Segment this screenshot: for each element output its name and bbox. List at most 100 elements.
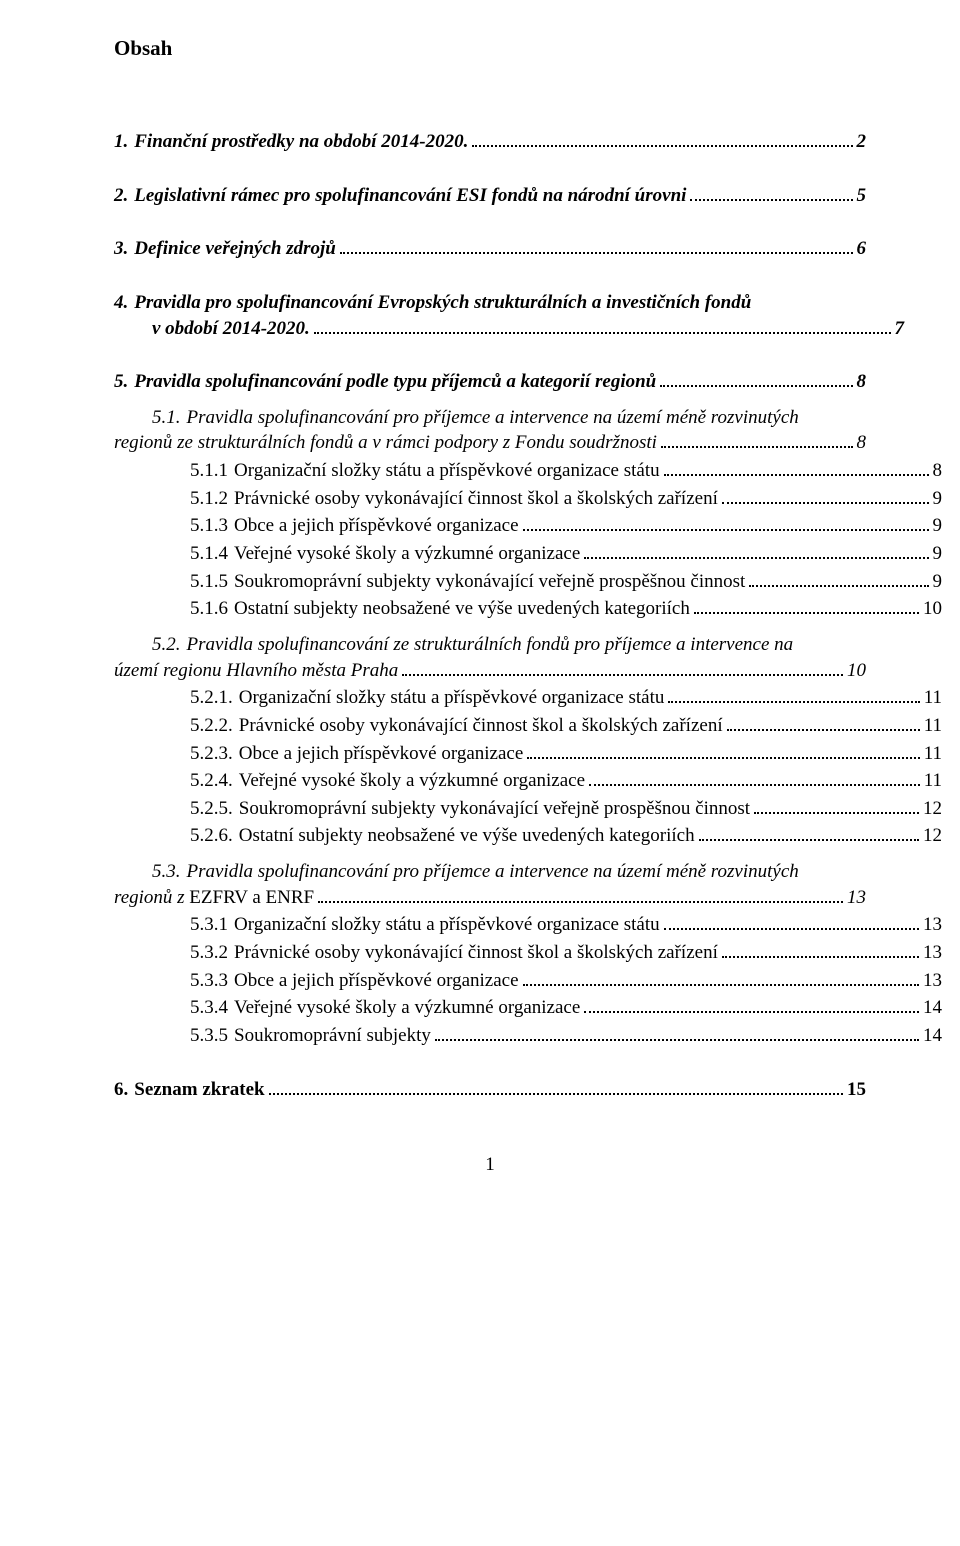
toc-number: 4.	[114, 290, 128, 316]
toc-entry[interactable]: 3.Definice veřejných zdrojů6	[114, 236, 866, 262]
toc-leader-dots	[749, 572, 928, 586]
toc-label-line1: Pravidla spolufinancování ze strukturáln…	[181, 632, 867, 658]
toc-entry[interactable]: 5.1.6Ostatní subjekty neobsažené ve výše…	[114, 596, 942, 622]
toc-label-line2-prefix: regionů z	[114, 887, 189, 908]
toc-label: Právnické osoby vykonávající činnost ško…	[228, 940, 718, 966]
toc-number: 5.1.6	[190, 596, 228, 622]
toc-label: Obce a jejich příspěvkové organizace	[228, 513, 519, 539]
toc-leader-dots	[722, 489, 929, 503]
toc-leader-dots	[269, 1080, 843, 1094]
toc-entry[interactable]: 5.1.1Organizační složky státu a příspěvk…	[114, 458, 942, 484]
toc-number: 5.2.3.	[190, 741, 233, 767]
toc-number: 5.2.5.	[190, 796, 233, 822]
toc-leader-dots	[318, 888, 843, 902]
toc-entry-continued[interactable]: v období 2014-2020.7	[114, 316, 904, 342]
toc-label: Veřejné vysoké školy a výzkumné organiza…	[228, 541, 580, 567]
toc-gap	[114, 208, 866, 236]
toc-label: Seznam zkratek	[128, 1077, 264, 1103]
toc-entry[interactable]: 1.Finanční prostředky na období 2014-202…	[114, 129, 866, 155]
toc-label: Soukromoprávní subjekty vykonávající veř…	[233, 796, 750, 822]
toc-label: Ostatní subjekty neobsažené ve výše uved…	[233, 823, 695, 849]
toc-number: 5.1.	[152, 405, 181, 431]
toc-entry[interactable]: 5.1.3Obce a jejich příspěvkové organizac…	[114, 513, 942, 539]
toc-page: 5	[857, 183, 867, 209]
toc-entry[interactable]: 6.Seznam zkratek15	[114, 1077, 866, 1103]
toc-entry-continued[interactable]: regionů ze strukturálních fondů a v rámc…	[114, 430, 866, 456]
toc-entry[interactable]: 5.1.4Veřejné vysoké školy a výzkumné org…	[114, 541, 942, 567]
toc-page: 11	[924, 768, 942, 794]
toc-label-line1: Pravidla spolufinancování pro příjemce a…	[181, 405, 867, 431]
toc-label: Definice veřejných zdrojů	[128, 236, 336, 262]
toc-leader-dots	[690, 186, 852, 200]
toc-entry[interactable]: 5.2.4.Veřejné vysoké školy a výzkumné or…	[114, 768, 942, 794]
toc-label: Pravidla spolufinancování podle typu pří…	[128, 369, 656, 395]
toc-page: 11	[924, 685, 942, 711]
toc-entry[interactable]: 5.3.5Soukromoprávní subjekty14	[114, 1023, 942, 1049]
toc-entry[interactable]: 5.3.3Obce a jejich příspěvkové organizac…	[114, 968, 942, 994]
toc-page: 13	[923, 912, 942, 938]
toc-gap	[114, 1049, 866, 1077]
toc-label-line2: regionů ze strukturálních fondů a v rámc…	[114, 430, 657, 456]
toc-leader-dots	[754, 799, 919, 813]
toc-number: 5.1.4	[190, 541, 228, 567]
toc-entry[interactable]: 5.3.1Organizační složky státu a příspěvk…	[114, 912, 942, 938]
toc-number: 3.	[114, 236, 128, 262]
toc-gap	[114, 101, 866, 129]
toc-label: Organizační složky státu a příspěvkové o…	[228, 912, 660, 938]
toc-leader-dots	[435, 1027, 919, 1041]
toc-number: 1.	[114, 129, 128, 155]
toc-leader-dots	[527, 744, 919, 758]
toc-entry[interactable]: 4.Pravidla pro spolufinancování Evropský…	[114, 290, 866, 316]
toc-label: Veřejné vysoké školy a výzkumné organiza…	[228, 995, 580, 1021]
toc-number: 5.3.5	[190, 1023, 228, 1049]
toc-entry[interactable]: 5.1.Pravidla spolufinancování pro příjem…	[114, 405, 866, 431]
toc-number: 5.2.1.	[190, 685, 233, 711]
toc-entry[interactable]: 5.2.2.Právnické osoby vykonávající činno…	[114, 713, 942, 739]
toc-page: 7	[895, 316, 905, 342]
toc-number: 5.	[114, 369, 128, 395]
toc-entry[interactable]: 5.2.5.Soukromoprávní subjekty vykonávají…	[114, 796, 942, 822]
toc-page: 10	[847, 658, 866, 684]
toc-page: 9	[933, 541, 943, 567]
toc-entry[interactable]: 5.1.5Soukromoprávní subjekty vykonávajíc…	[114, 569, 942, 595]
toc-leader-dots	[340, 240, 853, 254]
toc-entry[interactable]: 5.2.3.Obce a jejich příspěvkové organiza…	[114, 741, 942, 767]
toc-page: 9	[933, 513, 943, 539]
toc-number: 6.	[114, 1077, 128, 1103]
toc-entry[interactable]: 5.1.2Právnické osoby vykonávající činnos…	[114, 486, 942, 512]
toc-label-line2-plain: EZFRV a ENRF	[189, 887, 314, 908]
toc-gap	[114, 622, 866, 632]
toc-number: 5.3.2	[190, 940, 228, 966]
toc-number: 5.3.1	[190, 912, 228, 938]
toc-entry[interactable]: 2.Legislativní rámec pro spolufinancován…	[114, 183, 866, 209]
toc-entry[interactable]: 5.3.4Veřejné vysoké školy a výzkumné org…	[114, 995, 942, 1021]
toc-label: Obce a jejich příspěvkové organizace	[233, 741, 524, 767]
toc-page: 8	[857, 430, 867, 456]
toc-page: 11	[924, 741, 942, 767]
toc-page: 14	[923, 995, 942, 1021]
toc-entry[interactable]: 5.3.Pravidla spolufinancování pro příjem…	[114, 859, 866, 885]
toc-label-line1: Pravidla pro spolufinancování Evropských…	[128, 290, 866, 316]
toc-number: 5.3.	[152, 859, 181, 885]
toc-leader-dots	[314, 319, 891, 333]
toc-page: 11	[924, 713, 942, 739]
toc-entry[interactable]: 5.2.6.Ostatní subjekty neobsažené ve výš…	[114, 823, 942, 849]
toc-label: Organizační složky státu a příspěvkové o…	[233, 685, 665, 711]
toc-gap	[114, 341, 866, 369]
toc-number: 5.2.2.	[190, 713, 233, 739]
toc-entry-continued[interactable]: regionů z EZFRV a ENRF13	[114, 885, 866, 911]
toc-page: 12	[923, 796, 942, 822]
toc-page: 2	[857, 129, 867, 155]
table-of-contents: 1.Finanční prostředky na období 2014-202…	[114, 101, 866, 1102]
toc-label-line1: Pravidla spolufinancování pro příjemce a…	[181, 859, 867, 885]
toc-page: 10	[923, 596, 942, 622]
toc-number: 5.1.3	[190, 513, 228, 539]
toc-entry[interactable]: 5.3.2Právnické osoby vykonávající činnos…	[114, 940, 942, 966]
toc-entry-continued[interactable]: území regionu Hlavního města Praha10	[114, 658, 866, 684]
page-title: Obsah	[114, 36, 866, 61]
toc-number: 2.	[114, 183, 128, 209]
toc-entry[interactable]: 5.Pravidla spolufinancování podle typu p…	[114, 369, 866, 395]
toc-entry[interactable]: 5.2.1.Organizační složky státu a příspěv…	[114, 685, 942, 711]
toc-entry[interactable]: 5.2.Pravidla spolufinancování ze struktu…	[114, 632, 866, 658]
toc-gap	[114, 262, 866, 290]
